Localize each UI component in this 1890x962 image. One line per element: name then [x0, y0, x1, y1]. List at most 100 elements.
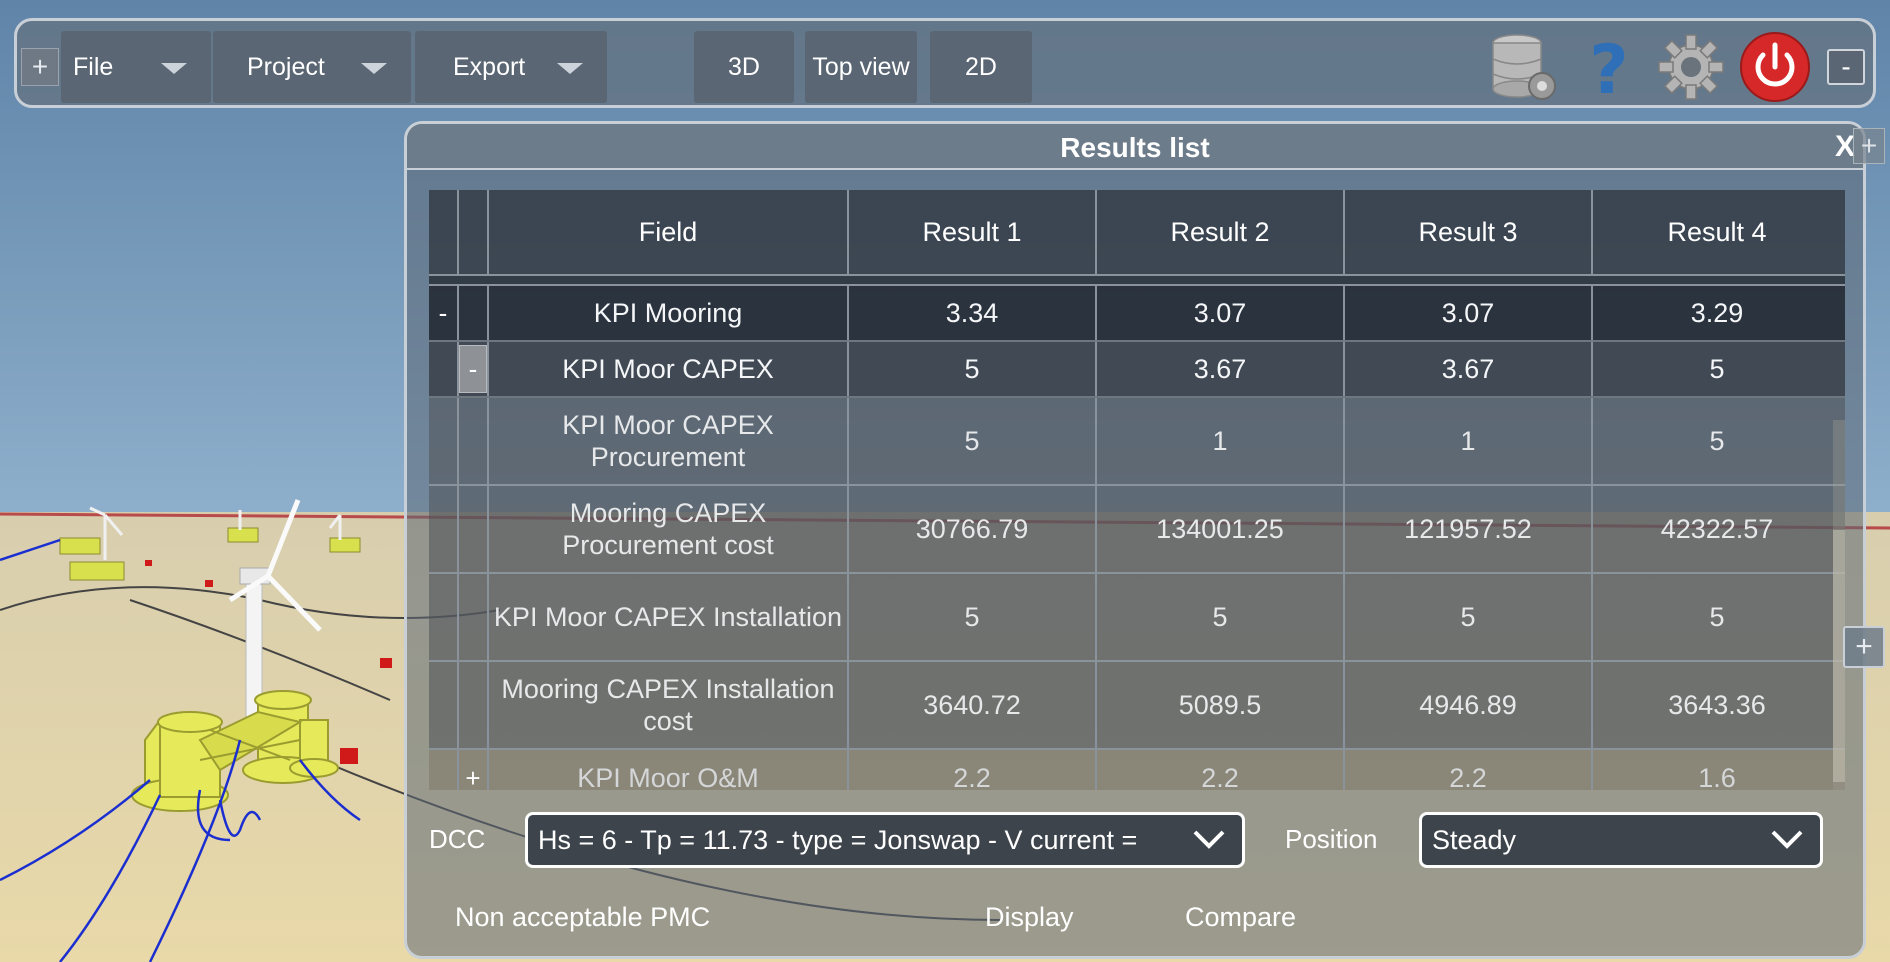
- table-row[interactable]: + KPI Moor O&M 2.2 2.2 2.2 1.6: [429, 750, 1845, 790]
- value-cell: 5089.5: [1097, 662, 1345, 748]
- value-cell: 5: [849, 398, 1097, 484]
- chevron-down-icon: [1193, 830, 1225, 849]
- value-cell: 3.07: [1345, 286, 1593, 340]
- close-button[interactable]: X: [1834, 130, 1855, 163]
- database-gear-icon[interactable]: [1487, 31, 1559, 103]
- value-cell: 5: [1709, 426, 1725, 456]
- view-top-label: Top view: [812, 52, 910, 81]
- file-menu-label: File: [73, 52, 114, 81]
- expand-toggle-button[interactable]: +: [465, 763, 481, 790]
- display-button[interactable]: Display: [985, 902, 1074, 932]
- panel-titlebar[interactable]: Results list X +: [407, 124, 1885, 170]
- position-select[interactable]: Steady: [1419, 812, 1823, 868]
- row-indent-cell: [429, 662, 459, 748]
- value-cell: 30766.79: [849, 486, 1097, 572]
- dcc-select[interactable]: Hs = 6 - Tp = 11.73 - type = Jonswap - V…: [525, 812, 1245, 868]
- field-cell: KPI Mooring: [489, 286, 849, 340]
- value-cell: 121957.52: [1345, 486, 1593, 572]
- row-indent-cell: [459, 574, 489, 660]
- value-cell: 3640.72: [849, 662, 1097, 748]
- row-indent-cell: [429, 342, 459, 396]
- results-list-panel: Results list X + Field Result 1 Result 2…: [404, 121, 1885, 959]
- panel-expand-button[interactable]: +: [1853, 128, 1885, 164]
- collapse-toggle-button[interactable]: -: [459, 345, 487, 393]
- view-3d-label: 3D: [728, 52, 760, 81]
- panel-title: Results list: [1060, 132, 1210, 163]
- row-indent-cell: [459, 662, 489, 748]
- power-icon[interactable]: [1739, 31, 1811, 103]
- row-toggle-cell: -: [429, 286, 459, 340]
- collapse-toggle-button[interactable]: -: [438, 298, 448, 328]
- view-2d-button[interactable]: 2D: [930, 31, 1032, 103]
- field-cell: Mooring CAPEX Installation cost: [489, 662, 849, 748]
- toolbar-collapse-button[interactable]: -: [1827, 49, 1865, 85]
- table-row[interactable]: KPI Moor CAPEX Installation 5 5 5 5: [429, 574, 1845, 662]
- table-row[interactable]: KPI Moor CAPEX Procurement 5 1 1 5: [429, 398, 1845, 486]
- field-cell: Mooring CAPEX Procurement cost: [489, 486, 849, 572]
- chevron-down-icon: [161, 63, 187, 74]
- row-indent-cell: [429, 574, 459, 660]
- value-cell: 5: [849, 574, 1097, 660]
- export-menu-button[interactable]: Export: [415, 31, 607, 103]
- value-cell: 3.67: [1345, 342, 1593, 396]
- toolbar-expand-button[interactable]: +: [21, 48, 59, 86]
- value-cell: 2.2: [849, 750, 1097, 790]
- value-cell: 42322.57: [1660, 514, 1774, 544]
- value-cell: 1.6: [1698, 763, 1736, 790]
- row-indent-cell: [459, 398, 489, 484]
- row-toggle-cell: -: [459, 342, 489, 396]
- position-label: Position: [1285, 824, 1378, 854]
- row-indent-cell: [429, 750, 459, 790]
- view-top-button[interactable]: Top view: [805, 31, 917, 103]
- project-menu-label: Project: [247, 52, 325, 81]
- table-row[interactable]: - KPI Mooring 3.34 3.07 3.07 3.29: [429, 286, 1845, 342]
- chevron-down-icon: [361, 63, 387, 74]
- results-table: Field Result 1 Result 2 Result 3 Result …: [429, 190, 1845, 790]
- value-cell: 4946.89: [1345, 662, 1593, 748]
- table-scrollbar-thumb[interactable]: [1833, 530, 1845, 782]
- export-menu-label: Export: [453, 52, 526, 81]
- row-indent-cell: [459, 286, 489, 340]
- dcc-label: DCC: [429, 824, 486, 854]
- field-cell: KPI Moor CAPEX: [489, 342, 849, 396]
- table-row[interactable]: - KPI Moor CAPEX 5 3.67 3.67 5: [429, 342, 1845, 398]
- row-toggle-cell: +: [459, 750, 489, 790]
- file-menu-button[interactable]: File: [61, 31, 211, 103]
- header-separator: [429, 274, 1845, 286]
- value-cell: 1: [1345, 398, 1593, 484]
- compare-button[interactable]: Compare: [1185, 902, 1297, 932]
- row-indent-cell: [429, 398, 459, 484]
- column-header-field[interactable]: Field: [489, 190, 849, 274]
- chevron-down-icon: [1771, 830, 1803, 849]
- help-icon[interactable]: ?: [1573, 31, 1645, 103]
- row-indent-cell: [429, 486, 459, 572]
- view-2d-label: 2D: [965, 52, 997, 81]
- project-menu-button[interactable]: Project: [213, 31, 411, 103]
- value-cell: 5: [1709, 354, 1725, 384]
- value-cell: 3.67: [1097, 342, 1345, 396]
- field-cell: KPI Moor CAPEX Installation: [489, 574, 849, 660]
- value-cell: 3.29: [1690, 298, 1744, 328]
- header-level2-cell: [459, 190, 489, 274]
- table-row[interactable]: Mooring CAPEX Installation cost 3640.72 …: [429, 662, 1845, 750]
- settings-gear-icon[interactable]: [1655, 31, 1727, 103]
- field-cell: KPI Moor CAPEX Procurement: [489, 398, 849, 484]
- column-header-result-4[interactable]: Result 4: [1667, 217, 1767, 247]
- non-acceptable-pmc-button[interactable]: Non acceptable PMC: [455, 902, 711, 932]
- chevron-down-icon: [557, 63, 583, 74]
- side-expand-button[interactable]: +: [1843, 626, 1885, 668]
- view-3d-button[interactable]: 3D: [694, 31, 794, 103]
- value-cell: 5: [849, 342, 1097, 396]
- column-header-result-1[interactable]: Result 1: [849, 190, 1097, 274]
- svg-text:?: ?: [1589, 31, 1628, 103]
- value-cell: 3.07: [1097, 286, 1345, 340]
- dcc-select-value: Hs = 6 - Tp = 11.73 - type = Jonswap - V…: [538, 824, 1138, 855]
- table-row[interactable]: Mooring CAPEX Procurement cost 30766.79 …: [429, 486, 1845, 574]
- position-select-value: Steady: [1432, 824, 1517, 855]
- column-header-result-3[interactable]: Result 3: [1345, 190, 1593, 274]
- column-header-result-2[interactable]: Result 2: [1097, 190, 1345, 274]
- value-cell: 5: [1709, 602, 1725, 632]
- value-cell: 134001.25: [1097, 486, 1345, 572]
- main-toolbar: + File Project Export 3D Top view 2D ?: [14, 18, 1876, 108]
- value-cell: 3.34: [849, 286, 1097, 340]
